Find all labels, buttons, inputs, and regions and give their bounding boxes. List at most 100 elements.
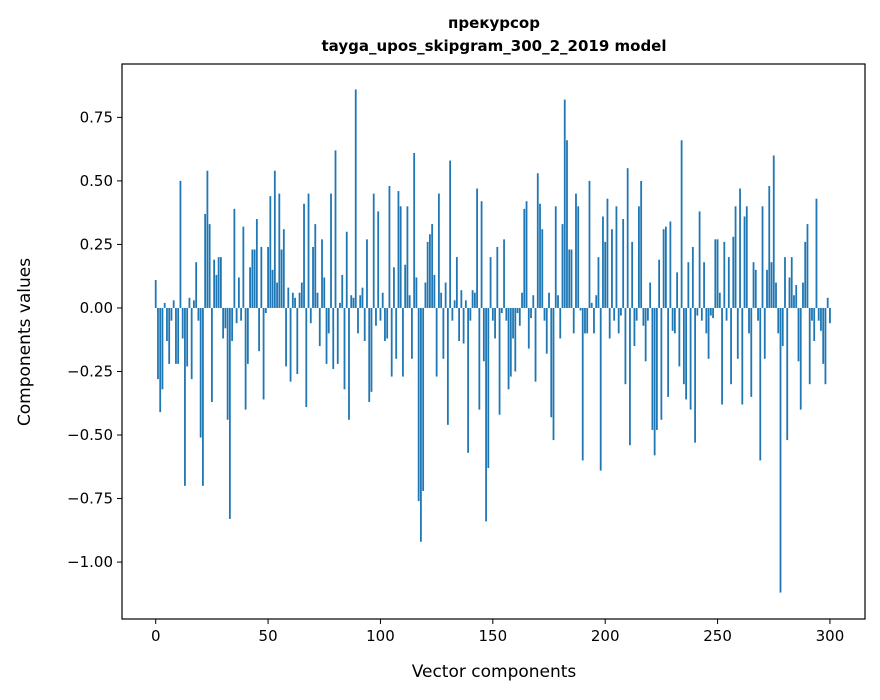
- bar: [804, 241, 807, 308]
- bar: [631, 241, 634, 308]
- bar: [512, 307, 514, 339]
- bar: [548, 292, 550, 308]
- bar: [195, 262, 198, 308]
- bar: [552, 307, 555, 441]
- bar: [651, 307, 654, 430]
- bar: [584, 307, 586, 334]
- bar: [494, 307, 496, 339]
- bar: [611, 229, 613, 308]
- bar: [276, 282, 278, 308]
- bar: [500, 307, 503, 314]
- bar: [161, 307, 164, 390]
- bar: [530, 307, 532, 319]
- bar: [572, 307, 575, 334]
- bar: [282, 229, 285, 308]
- bar: [541, 229, 544, 308]
- bar: [249, 267, 252, 308]
- bar: [321, 239, 323, 308]
- bar: [442, 307, 445, 359]
- bar: [491, 307, 494, 321]
- bar: [579, 307, 582, 311]
- bar: [730, 307, 732, 385]
- bar: [640, 180, 643, 308]
- bar: [388, 185, 391, 308]
- bar: [348, 307, 350, 420]
- bar: [471, 290, 474, 308]
- bar: [727, 257, 730, 308]
- bar: [534, 307, 537, 382]
- bar: [664, 226, 667, 308]
- bar: [316, 292, 319, 308]
- bar: [462, 307, 465, 344]
- bar: [779, 307, 782, 593]
- bar: [532, 295, 535, 308]
- bar: [451, 307, 454, 321]
- bar: [691, 246, 694, 308]
- bar: [638, 206, 640, 308]
- bar: [323, 277, 326, 308]
- bar: [464, 300, 467, 308]
- bar: [620, 307, 622, 316]
- bar: [411, 307, 413, 359]
- bar: [219, 257, 222, 308]
- bar: [309, 307, 312, 324]
- chart-title-line1: прекурсор: [448, 14, 540, 32]
- bar: [280, 249, 283, 308]
- bar: [271, 269, 274, 308]
- bar: [395, 307, 398, 359]
- bar: [806, 224, 809, 308]
- bar: [366, 239, 368, 308]
- bar: [655, 307, 658, 430]
- bar: [341, 274, 344, 308]
- bar: [790, 257, 793, 308]
- bar: [817, 307, 820, 321]
- bar: [163, 302, 166, 308]
- bar: [231, 307, 234, 341]
- bar: [554, 206, 557, 308]
- bar: [741, 307, 744, 405]
- bar: [345, 231, 348, 308]
- bar: [455, 257, 458, 308]
- x-tick-label: 300: [816, 627, 845, 645]
- bar: [550, 307, 553, 418]
- bar: [244, 307, 247, 410]
- bar: [314, 224, 317, 308]
- bar: [325, 307, 328, 364]
- bar: [291, 292, 294, 308]
- bar: [734, 206, 737, 308]
- bar: [784, 257, 786, 308]
- bar: [770, 262, 773, 308]
- bar: [294, 297, 296, 308]
- bar: [824, 307, 827, 385]
- bar: [372, 193, 375, 308]
- bar: [260, 246, 263, 308]
- plot-frame: [121, 63, 866, 620]
- bar: [617, 307, 620, 334]
- bar: [581, 307, 584, 461]
- bar: [426, 241, 429, 308]
- bar: [258, 307, 260, 352]
- bar: [714, 239, 717, 308]
- bar: [487, 307, 490, 469]
- bar: [642, 307, 645, 326]
- bar: [829, 307, 831, 324]
- bar: [680, 140, 683, 308]
- bar: [298, 292, 301, 308]
- bar: [644, 307, 647, 362]
- bar: [732, 236, 735, 308]
- bar: [226, 307, 229, 420]
- bar: [312, 246, 314, 308]
- bar: [307, 193, 310, 308]
- bar: [543, 307, 546, 321]
- bar: [521, 292, 523, 308]
- bar: [536, 173, 539, 308]
- bar: [649, 282, 652, 308]
- bar: [590, 302, 593, 308]
- bar: [449, 160, 452, 308]
- bar: [215, 274, 218, 308]
- bar: [264, 307, 267, 314]
- bar: [210, 307, 213, 402]
- bar: [246, 307, 249, 364]
- bar: [653, 307, 656, 456]
- bar: [390, 307, 393, 377]
